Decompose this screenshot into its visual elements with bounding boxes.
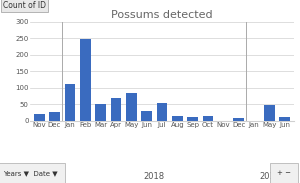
Bar	[49, 112, 60, 121]
Bar	[126, 93, 137, 121]
Bar	[279, 117, 290, 121]
Bar	[80, 39, 91, 121]
Bar	[141, 111, 152, 121]
Bar	[264, 105, 275, 121]
Text: Years ▼  Date ▼: Years ▼ Date ▼	[3, 170, 58, 176]
Bar	[203, 116, 213, 121]
Bar	[111, 98, 121, 121]
Bar	[95, 104, 106, 121]
Bar	[34, 114, 45, 121]
Bar	[172, 116, 183, 121]
Text: 2019: 2019	[259, 172, 280, 181]
Bar	[187, 117, 198, 121]
Title: Possums detected: Possums detected	[111, 10, 213, 20]
Text: Count of ID: Count of ID	[3, 1, 46, 10]
Bar	[233, 118, 244, 121]
Text: 2017: 2017	[36, 172, 57, 181]
Bar	[157, 103, 167, 121]
Bar	[64, 84, 75, 121]
Text: 2018: 2018	[144, 172, 165, 181]
Text: + −: + −	[277, 170, 291, 176]
